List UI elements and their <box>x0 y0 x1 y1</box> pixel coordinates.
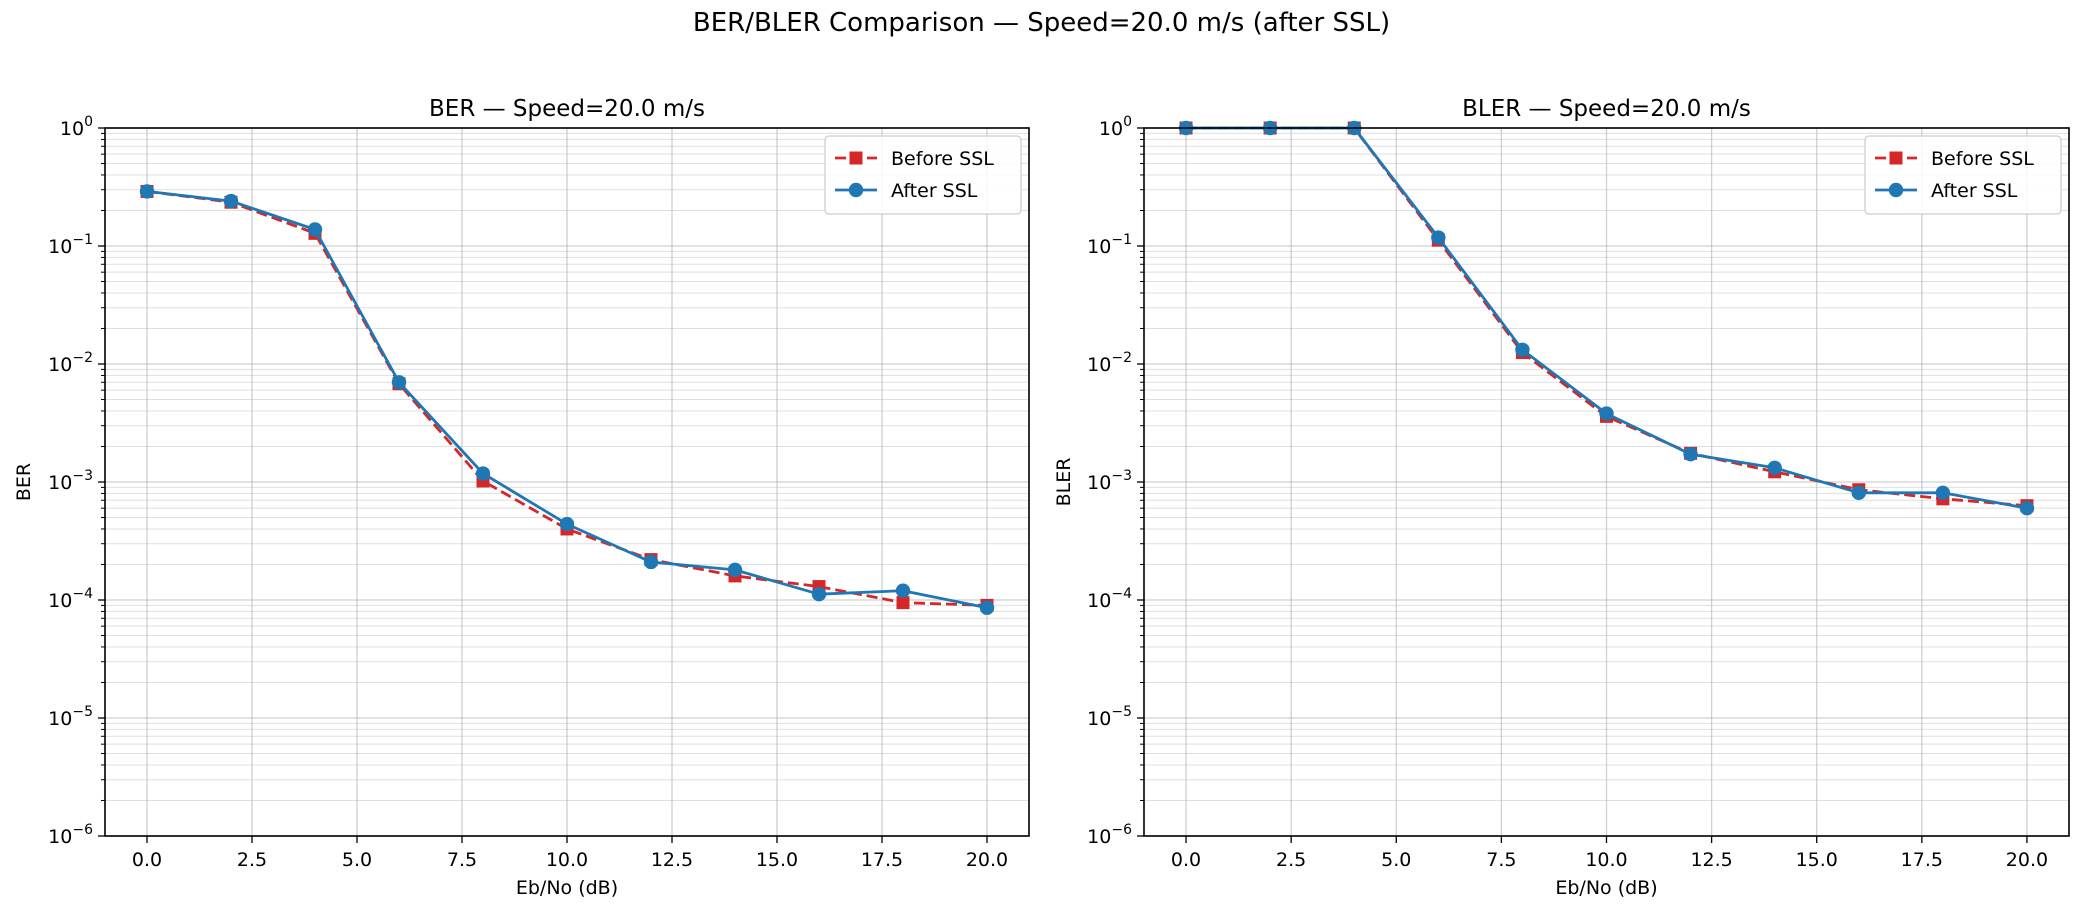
bler-point-after-ssl <box>1767 460 1782 475</box>
ber-point-after-ssl <box>979 600 995 615</box>
bler-x-tick-label: 0.0 <box>1171 849 1201 871</box>
figure-title: BER/BLER Comparison — Speed=20.0 m/s (af… <box>692 8 1391 38</box>
bler-y-tick-label: 10−4 <box>1087 586 1132 612</box>
ber-x-tick-label: 5.0 <box>342 849 372 871</box>
bler-x-tick-label: 10.0 <box>1585 849 1627 871</box>
bler-y-tick-label: 10−5 <box>1087 704 1132 730</box>
bler-chart-title: BLER — Speed=20.0 m/s <box>1462 96 1751 122</box>
ber-x-tick-label: 7.5 <box>447 849 477 871</box>
ber-y-tick-label: 10−4 <box>48 586 93 612</box>
ber-point-after-ssl <box>223 193 239 209</box>
ber-x-tick-label: 0.0 <box>132 849 162 871</box>
ber-point-after-ssl <box>811 586 827 602</box>
ber-x-tick-label: 12.5 <box>651 849 693 871</box>
bler-point-after-ssl <box>1683 447 1698 462</box>
ber-legend-marker-after-ssl <box>848 182 864 198</box>
ber-point-after-ssl <box>643 554 659 570</box>
bler-y-tick-label: 10−1 <box>1087 232 1132 258</box>
bler-x-tick-label: 7.5 <box>1486 849 1516 871</box>
bler-point-after-ssl <box>1515 342 1530 357</box>
ber-legend-label-before-ssl: Before SSL <box>891 148 994 170</box>
ber-point-after-ssl <box>727 562 743 578</box>
ber-series-after-ssl <box>139 184 995 615</box>
bler-legend-marker-before-ssl <box>1889 151 1903 165</box>
ber-y-tick-label: 10−1 <box>48 232 93 258</box>
bler-y-tick-label: 10−3 <box>1087 468 1132 494</box>
ber-point-after-ssl <box>559 516 575 532</box>
ber-minor-grid <box>101 132 1029 801</box>
bler-point-after-ssl <box>1431 230 1446 245</box>
ber-point-after-ssl <box>895 583 911 598</box>
ber-line-before-ssl <box>146 190 988 607</box>
bler-chart: 0.0 2.5 5.0 7.5 10.0 12.5 15.0 17.5 20.0 10−6 10−5… <box>1053 96 2070 899</box>
ber-point-after-ssl <box>139 184 155 199</box>
ber-chart-title: BER — Speed=20.0 m/s <box>429 96 705 122</box>
ber-y-tick-label: 10−6 <box>48 822 93 848</box>
bler-y-axis-label: BLER <box>1053 458 1075 507</box>
bler-legend: Before SSL After SSL <box>1864 135 2062 215</box>
bler-legend-marker-after-ssl <box>1888 182 1904 198</box>
bler-x-tick-label: 17.5 <box>1901 849 1943 871</box>
bler-legend-label-before-ssl: Before SSL <box>1931 148 2034 170</box>
ber-legend-marker-before-ssl <box>849 151 863 165</box>
bler-x-tick-label: 12.5 <box>1690 849 1732 871</box>
bler-legend-label-after-ssl: After SSL <box>1931 180 2018 202</box>
ber-y-tick-label: 10−2 <box>48 350 93 376</box>
ber-chart: 0.0 2.5 5.0 7.5 10.0 12.5 15.0 17.5 20.0 10−6 10−5… <box>13 96 1030 899</box>
ber-y-tick-label: 100 <box>60 114 93 140</box>
ber-legend: Before SSL After SSL <box>824 135 1022 215</box>
bler-point-after-ssl <box>2019 500 2035 516</box>
ber-legend-box <box>824 135 1022 215</box>
bler-x-tick-label: 20.0 <box>2006 849 2048 871</box>
bler-x-axis-label: Eb/No (dB) <box>1555 877 1657 899</box>
ber-y-axis-label: BER <box>13 463 35 501</box>
bler-legend-box <box>1864 135 2062 215</box>
bler-y-tick-label: 10−6 <box>1087 822 1132 848</box>
bler-x-tick-label: 15.0 <box>1796 849 1838 871</box>
ber-x-tick-label: 17.5 <box>861 849 903 871</box>
bler-point-after-ssl <box>1599 406 1614 421</box>
ber-legend-label-after-ssl: After SSL <box>891 180 978 202</box>
ber-major-grid <box>105 127 1029 837</box>
bler-y-tick-label: 100 <box>1099 114 1132 140</box>
bler-y-tick-label: 10−2 <box>1087 350 1132 376</box>
bler-point-after-ssl <box>1935 485 1951 500</box>
ber-x-tick-label: 15.0 <box>756 849 798 871</box>
bler-minor-grid <box>1140 132 2069 801</box>
ber-x-tick-label: 10.0 <box>546 849 588 871</box>
ber-x-tick-label: 20.0 <box>966 849 1008 871</box>
ber-point-after-ssl <box>391 375 407 390</box>
ber-y-tick-label: 10−3 <box>48 468 93 494</box>
bler-x-tick-label: 5.0 <box>1381 849 1411 871</box>
ber-point-after-ssl <box>475 466 491 481</box>
ber-point-before-ssl <box>896 596 910 610</box>
ber-point-after-ssl <box>307 222 323 237</box>
ber-x-axis-label: Eb/No (dB) <box>516 877 618 899</box>
ber-y-tick-label: 10−5 <box>48 704 93 730</box>
ber-x-tick-label: 2.5 <box>237 849 267 871</box>
bler-x-tick-label: 2.5 <box>1276 849 1306 871</box>
bler-point-after-ssl <box>1851 485 1866 500</box>
